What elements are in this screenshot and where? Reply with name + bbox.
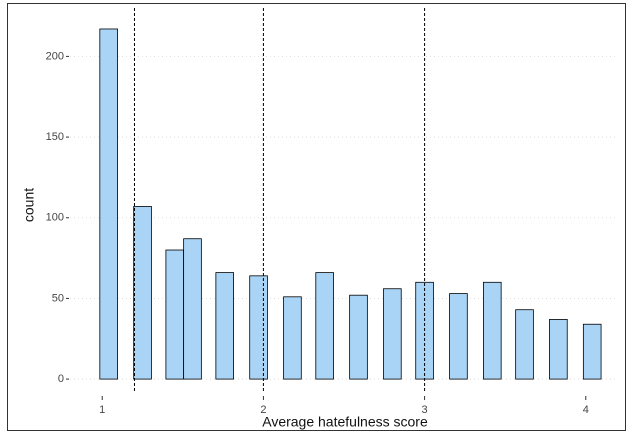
bar: [99, 28, 118, 380]
y-axis-title: count: [21, 188, 37, 222]
y-tick-label: 100: [46, 212, 64, 224]
bar: [183, 238, 202, 380]
bar: [549, 318, 568, 380]
bar: [165, 249, 185, 380]
bar: [349, 294, 368, 380]
bar: [449, 293, 468, 380]
x-tick-label: 4: [583, 404, 589, 416]
bar: [315, 272, 334, 380]
x-tick-label: 1: [99, 404, 105, 416]
bar: [483, 281, 502, 380]
bar: [283, 296, 302, 380]
x-tick-label: 2: [260, 404, 266, 416]
bar: [582, 323, 602, 380]
frame: [7, 3, 626, 431]
y-tick-label: 0: [58, 373, 64, 385]
x-axis-title: Average hatefulness score: [262, 414, 428, 430]
y-tick-label: 150: [46, 131, 64, 143]
y-tick-label: 50: [52, 292, 64, 304]
bar: [515, 309, 534, 380]
bar: [249, 275, 268, 380]
bar: [215, 272, 234, 380]
y-tick-label: 200: [46, 50, 64, 62]
bar: [383, 288, 402, 380]
bar: [133, 206, 152, 380]
x-tick-label: 3: [422, 404, 428, 416]
